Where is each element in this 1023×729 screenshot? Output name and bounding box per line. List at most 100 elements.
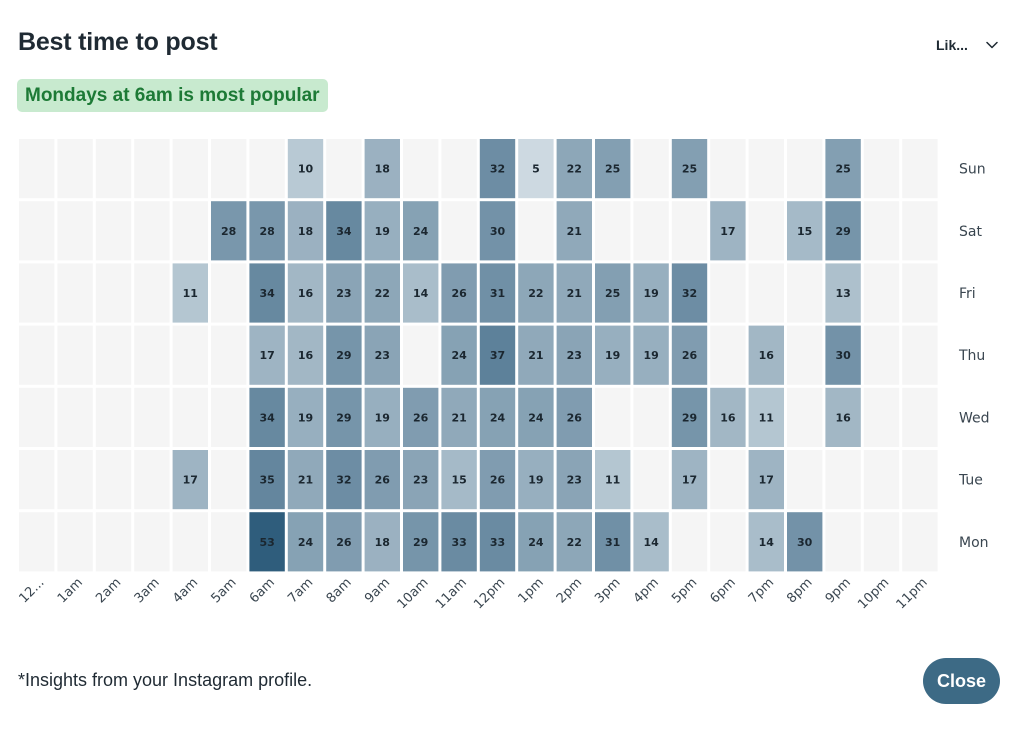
heatmap-cell-label: 18 [298, 225, 313, 238]
close-button[interactable]: Close [923, 658, 1000, 704]
metric-dropdown[interactable]: Lik... [920, 32, 1000, 58]
heatmap-cell-label: 19 [605, 349, 620, 362]
hour-label: 1pm [515, 575, 546, 606]
heatmap-cell [518, 263, 554, 323]
heatmap-cell [479, 263, 516, 323]
heatmap-cell-label: 17 [682, 474, 697, 487]
heatmap-cell [825, 263, 861, 323]
hour-label: 9am [362, 575, 393, 606]
heatmap-cell [518, 201, 554, 261]
heatmap-cell [57, 450, 93, 510]
heatmap-cell-label: 21 [451, 411, 466, 424]
heatmap-cell [479, 201, 516, 261]
heatmap-cell [748, 387, 784, 447]
hour-label: 10pm [855, 575, 892, 612]
heatmap-cell [403, 263, 439, 323]
heatmap-cell [787, 263, 823, 323]
heatmap-cell [787, 139, 823, 199]
hour-label: 1am [55, 575, 86, 606]
heatmap-cell [95, 325, 132, 385]
heatmap-cell [57, 512, 93, 572]
heatmap-cell [748, 450, 784, 510]
hour-label: 9pm [823, 575, 854, 606]
hour-label: 5am [208, 575, 239, 606]
heatmap-cell [134, 325, 170, 385]
heatmap-cell-label: 21 [567, 225, 582, 238]
heatmap-cell [19, 139, 55, 199]
heatmap-cell [19, 263, 55, 323]
heatmap-cell-label: 23 [413, 474, 428, 487]
heatmap-cell [479, 387, 516, 447]
heatmap-cell [57, 387, 93, 447]
heatmap-cell-label: 21 [298, 474, 313, 487]
heatmap-cell [249, 450, 285, 510]
heatmap-cell-label: 33 [490, 536, 505, 549]
heatmap-cell [518, 139, 554, 199]
heatmap-cell [479, 450, 516, 510]
heatmap-cell [863, 263, 900, 323]
heatmap-cell-label: 34 [336, 225, 352, 238]
heatmap-cell [403, 512, 439, 572]
heatmap-cell-label: 10 [298, 163, 314, 176]
heatmap-cell [172, 139, 208, 199]
heatmap-cell [211, 201, 247, 261]
heatmap-cell [403, 325, 439, 385]
heatmap-cell [671, 387, 708, 447]
heatmap-cell-label: 24 [413, 225, 429, 238]
page-title: Best time to post [18, 28, 218, 56]
heatmap-cell [326, 512, 362, 572]
heatmap-cell [479, 512, 516, 572]
heatmap-cell [633, 450, 669, 510]
heatmap-cell [902, 450, 938, 510]
heatmap-cell [326, 263, 362, 323]
day-label: Mon [959, 535, 989, 551]
heatmap-cell [671, 450, 708, 510]
heatmap-cell-label: 17 [183, 474, 198, 487]
heatmap-cell [556, 139, 592, 199]
heatmap-cell [211, 325, 247, 385]
heatmap-cell [134, 512, 170, 572]
heatmap-cell-label: 14 [759, 536, 775, 549]
most-popular-badge: Mondays at 6am is most popular [17, 79, 328, 112]
heatmap-cell [748, 325, 784, 385]
heatmap-cell-label: 22 [528, 287, 543, 300]
heatmap-cell [748, 201, 784, 261]
heatmap-cell [441, 263, 477, 323]
heatmap-cell [710, 201, 746, 261]
heatmap-cell [633, 201, 669, 261]
heatmap-cell [441, 450, 477, 510]
heatmap-cell [633, 139, 669, 199]
heatmap-cell [134, 263, 170, 323]
heatmap-cell-label: 26 [451, 287, 467, 300]
heatmap-cell [287, 139, 324, 199]
heatmap-cell-label: 21 [567, 287, 582, 300]
heatmap-cell-label: 34 [259, 411, 275, 424]
heatmap-cell [95, 263, 132, 323]
heatmap-cell [19, 512, 55, 572]
hour-label: 5pm [669, 575, 700, 606]
heatmap-cell-label: 16 [759, 349, 775, 362]
heatmap-cell [518, 387, 554, 447]
heatmap-cell-label: 11 [605, 474, 620, 487]
heatmap-cell [595, 512, 631, 572]
heatmap-cell-label: 19 [643, 287, 658, 300]
hour-label: 8am [324, 575, 355, 606]
day-label: Thu [958, 348, 985, 364]
heatmap-cell [863, 387, 900, 447]
heatmap-cell-label: 29 [682, 411, 697, 424]
heatmap-cell [19, 450, 55, 510]
heatmap-cell [595, 139, 631, 199]
day-label: Tue [958, 473, 983, 489]
heatmap-cell [479, 139, 516, 199]
heatmap-cell [710, 139, 746, 199]
heatmap-cell-label: 22 [375, 287, 390, 300]
heatmap-cell-label: 14 [643, 536, 659, 549]
heatmap-cell [633, 512, 669, 572]
heatmap-cell-label: 25 [605, 287, 620, 300]
heatmap-cell [787, 325, 823, 385]
heatmap-cell [172, 512, 208, 572]
heatmap-cell [287, 263, 324, 323]
heatmap-cell [249, 139, 285, 199]
heatmap-cell [902, 201, 938, 261]
heatmap-cell-label: 18 [375, 163, 390, 176]
